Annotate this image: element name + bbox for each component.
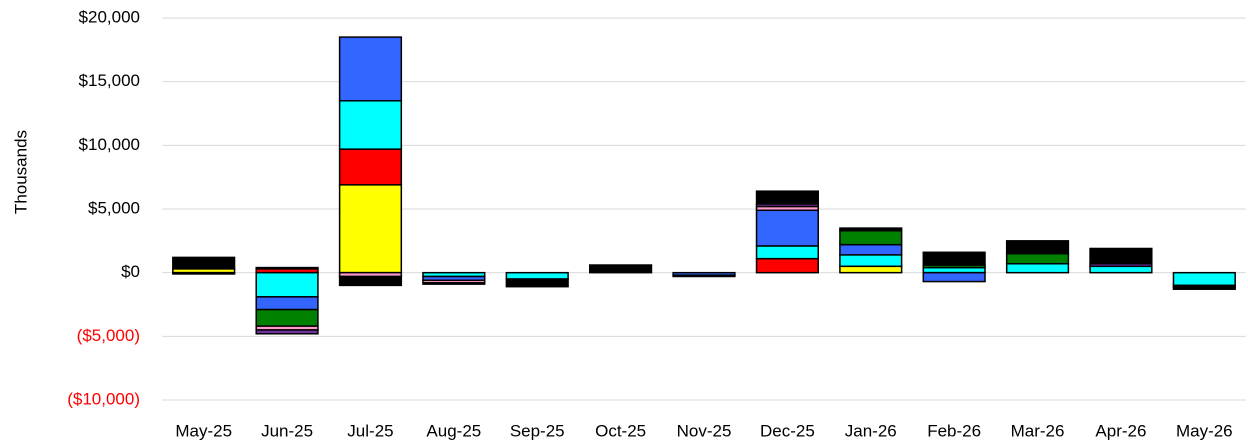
x-tick-label: Nov-25	[677, 421, 732, 440]
x-tick-label: Feb-26	[927, 421, 981, 440]
bar-segment	[422, 282, 486, 285]
y-axis-title: Thousands	[11, 130, 30, 214]
bar-segment	[505, 271, 569, 280]
bar-segment	[1089, 265, 1153, 274]
x-tick-label: May-25	[175, 421, 232, 440]
bar-segment	[922, 266, 986, 274]
bar-segment	[338, 275, 403, 287]
x-tick-label: Aug-25	[426, 421, 481, 440]
bar-segment	[338, 184, 403, 274]
bar-segment	[338, 148, 403, 186]
bar-segment	[839, 243, 903, 256]
y-tick-label: ($10,000)	[67, 389, 140, 408]
bar-segment	[755, 257, 819, 274]
bar-segment	[755, 209, 819, 247]
bar-segment	[672, 274, 736, 278]
x-tick-label: Mar-26	[1011, 421, 1065, 440]
y-tick-label: $15,000	[79, 71, 140, 90]
bar-segment	[839, 229, 903, 246]
y-tick-label: $0	[121, 262, 140, 281]
bar-segment	[839, 227, 903, 232]
x-tick-label: Jun-25	[261, 421, 313, 440]
bar-segment	[1172, 271, 1236, 287]
bar-segment	[1089, 247, 1153, 265]
bar-segment	[755, 245, 819, 260]
bar-segment	[255, 296, 319, 311]
y-tick-label: $10,000	[79, 135, 140, 154]
bar-segment	[255, 329, 319, 335]
bar-segment	[1005, 252, 1070, 265]
bar-segment	[755, 190, 819, 205]
x-tick-label: Jan-26	[845, 421, 897, 440]
bar-segment	[338, 100, 403, 150]
bar-segment	[1005, 263, 1070, 274]
x-tick-label: May-26	[1176, 421, 1233, 440]
x-tick-label: Jul-25	[347, 421, 393, 440]
bar-segment	[839, 265, 903, 274]
x-tick-label: Apr-26	[1095, 421, 1146, 440]
bar-segment	[338, 36, 403, 102]
bar-segment	[172, 271, 236, 275]
bar-segment	[922, 251, 986, 266]
bar-segment	[1005, 240, 1070, 255]
y-tick-label: ($5,000)	[77, 326, 140, 345]
bar-segment	[505, 278, 569, 288]
bar-segment	[839, 254, 903, 268]
bar-segment	[589, 264, 653, 274]
x-tick-label: Dec-25	[760, 421, 815, 440]
bar-segment	[255, 271, 319, 298]
bar-segment	[255, 308, 319, 327]
bar-segment	[922, 271, 986, 283]
y-tick-label: $5,000	[88, 198, 140, 217]
bar-segment	[1172, 285, 1236, 290]
bar-segment	[255, 266, 319, 270]
bar-segment	[172, 256, 236, 270]
x-tick-label: Oct-25	[595, 421, 646, 440]
y-tick-label: $20,000	[79, 7, 140, 26]
x-tick-label: Sep-25	[510, 421, 565, 440]
